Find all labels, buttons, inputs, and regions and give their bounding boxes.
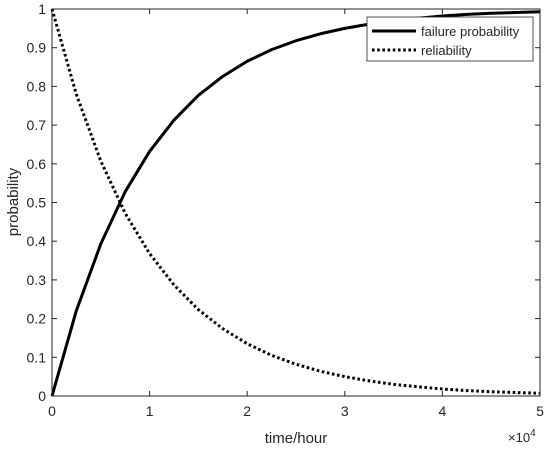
x-axis-label: time/hour — [265, 430, 328, 447]
y-tick-label: 0.1 — [27, 349, 47, 365]
legend-label-reliability: reliability — [421, 43, 472, 58]
y-axis-label: probability — [5, 167, 22, 236]
y-tick-label: 0.4 — [27, 233, 47, 249]
y-axis-ticks: 0 0.1 0.2 0.3 0.4 0.5 0.6 0.7 0.8 0.9 1 — [27, 1, 540, 404]
plot-frame — [51, 8, 541, 397]
x-tick-label: 0 — [48, 403, 56, 419]
series-layer — [50, 8, 541, 397]
legend: failure probability reliability — [366, 16, 534, 62]
plot-area — [52, 9, 540, 396]
y-tick-label: 0.5 — [27, 195, 47, 211]
y-tick-label: 0.6 — [27, 156, 47, 172]
x-tick-label: 5 — [536, 403, 544, 419]
legend-label-failure-probability: failure probability — [421, 24, 520, 39]
y-tick-label: 0.2 — [27, 311, 47, 327]
y-tick-label: 0 — [38, 388, 46, 404]
y-tick-label: 1 — [38, 1, 46, 17]
y-tick-label: 0.3 — [27, 272, 47, 288]
x-tick-label: 4 — [439, 403, 447, 419]
x-axis-exponent: ×104 — [508, 428, 536, 445]
x-tick-label: 3 — [341, 403, 349, 419]
legend-box — [366, 16, 534, 62]
y-tick-label: 0.9 — [27, 40, 47, 56]
y-tick-label: 0.8 — [27, 78, 47, 94]
x-tick-label: 1 — [146, 403, 154, 419]
series-line-failure-probability — [50, 10, 541, 397]
x-axis-exponent-power: 4 — [530, 428, 536, 439]
y-tick-label: 0.7 — [27, 117, 47, 133]
x-tick-label: 2 — [243, 403, 251, 419]
